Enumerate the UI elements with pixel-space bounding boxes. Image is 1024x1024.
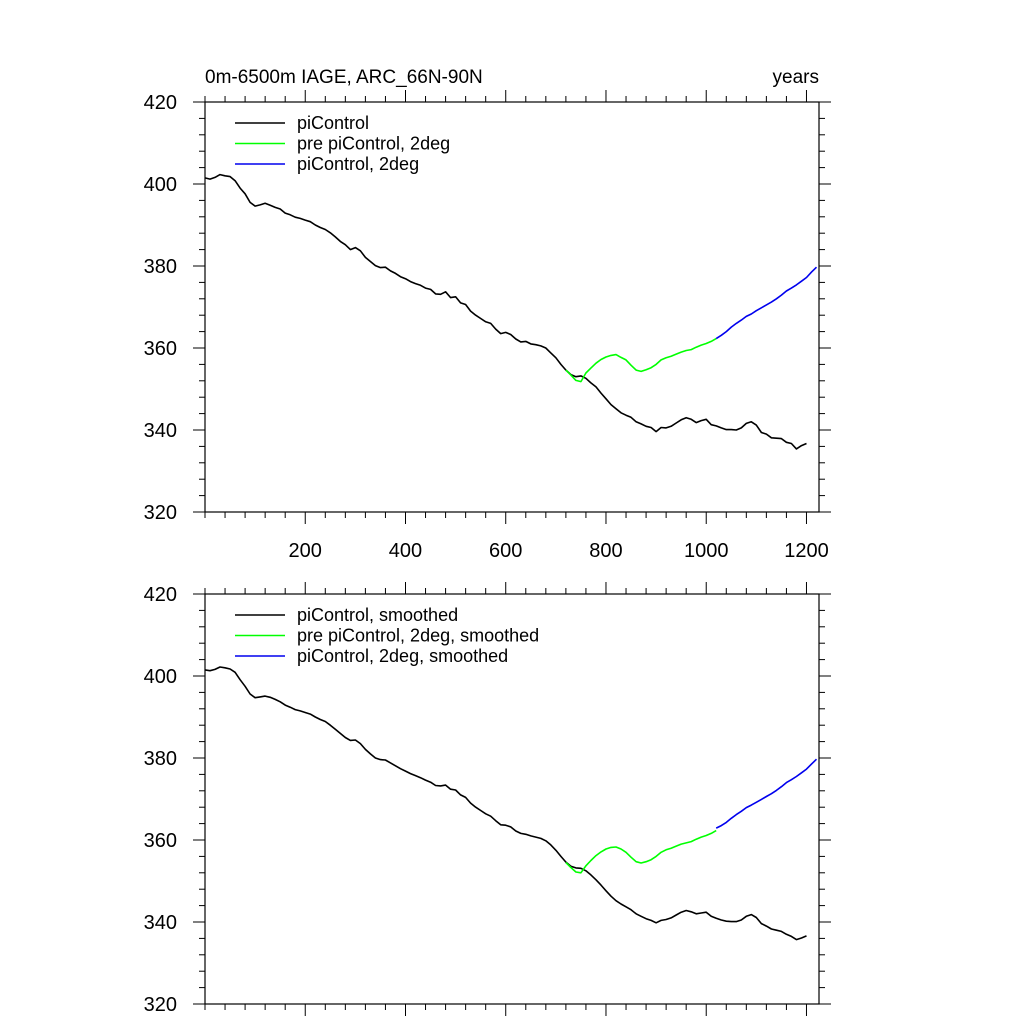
legend-label-0: piControl, smoothed	[297, 605, 458, 625]
x-tick-label: 400	[389, 540, 422, 562]
x-tick-label: 1000	[684, 540, 729, 562]
chart-units: years	[773, 67, 819, 88]
x-tick-label: 1200	[784, 540, 829, 562]
y-tick-label: 360	[144, 338, 177, 360]
legend-label-0: piControl	[297, 113, 369, 133]
chart-title: 0m-6500m IAGE, ARC_66N-90N	[205, 67, 483, 88]
x-tick-label: 200	[289, 540, 322, 562]
y-tick-label: 360	[144, 830, 177, 852]
series-lines	[204, 666, 818, 941]
axis-ticks	[193, 90, 831, 524]
plot-frame	[204, 101, 820, 513]
series-lines	[204, 173, 818, 450]
series-line-0	[204, 173, 807, 450]
legend-label-1: pre piControl, 2deg	[297, 134, 450, 154]
x-tick-label: 800	[589, 540, 622, 562]
y-tick-label: 320	[144, 502, 177, 524]
y-tick-labels: 320 340 360 380 400 420	[144, 92, 177, 524]
y-tick-label: 380	[144, 256, 177, 278]
x-tick-label: 600	[489, 540, 522, 562]
series-line-1	[565, 337, 717, 383]
x-tick-labels: 200 400 600 800 1000 1200	[289, 540, 829, 562]
y-tick-label: 340	[144, 420, 177, 442]
legend-label-1: pre piControl, 2deg, smoothed	[297, 626, 539, 646]
legend-label-2: piControl, 2deg, smoothed	[297, 646, 508, 666]
y-tick-label: 420	[144, 92, 177, 114]
series-line-1	[565, 829, 717, 874]
y-tick-label: 420	[144, 584, 177, 606]
legend-label-2: piControl, 2deg	[297, 154, 419, 174]
chart-panel-bottom: 320 340 360 380 400 420 piControl, smoothedpr…	[144, 582, 831, 1016]
series-line-2	[715, 758, 818, 829]
series-line-0	[204, 666, 807, 941]
y-tick-label: 400	[144, 666, 177, 688]
y-tick-label: 380	[144, 748, 177, 770]
y-tick-label: 400	[144, 174, 177, 196]
y-tick-label: 340	[144, 912, 177, 934]
y-tick-labels: 320 340 360 380 400 420	[144, 584, 177, 1016]
axis-ticks	[193, 582, 831, 1016]
series-line-2	[715, 266, 818, 340]
chart-panel-top: 0m-6500m IAGE, ARC_66N-90N years 3203403…	[144, 67, 831, 562]
y-tick-label: 320	[144, 994, 177, 1016]
plot-frame	[204, 593, 820, 1005]
